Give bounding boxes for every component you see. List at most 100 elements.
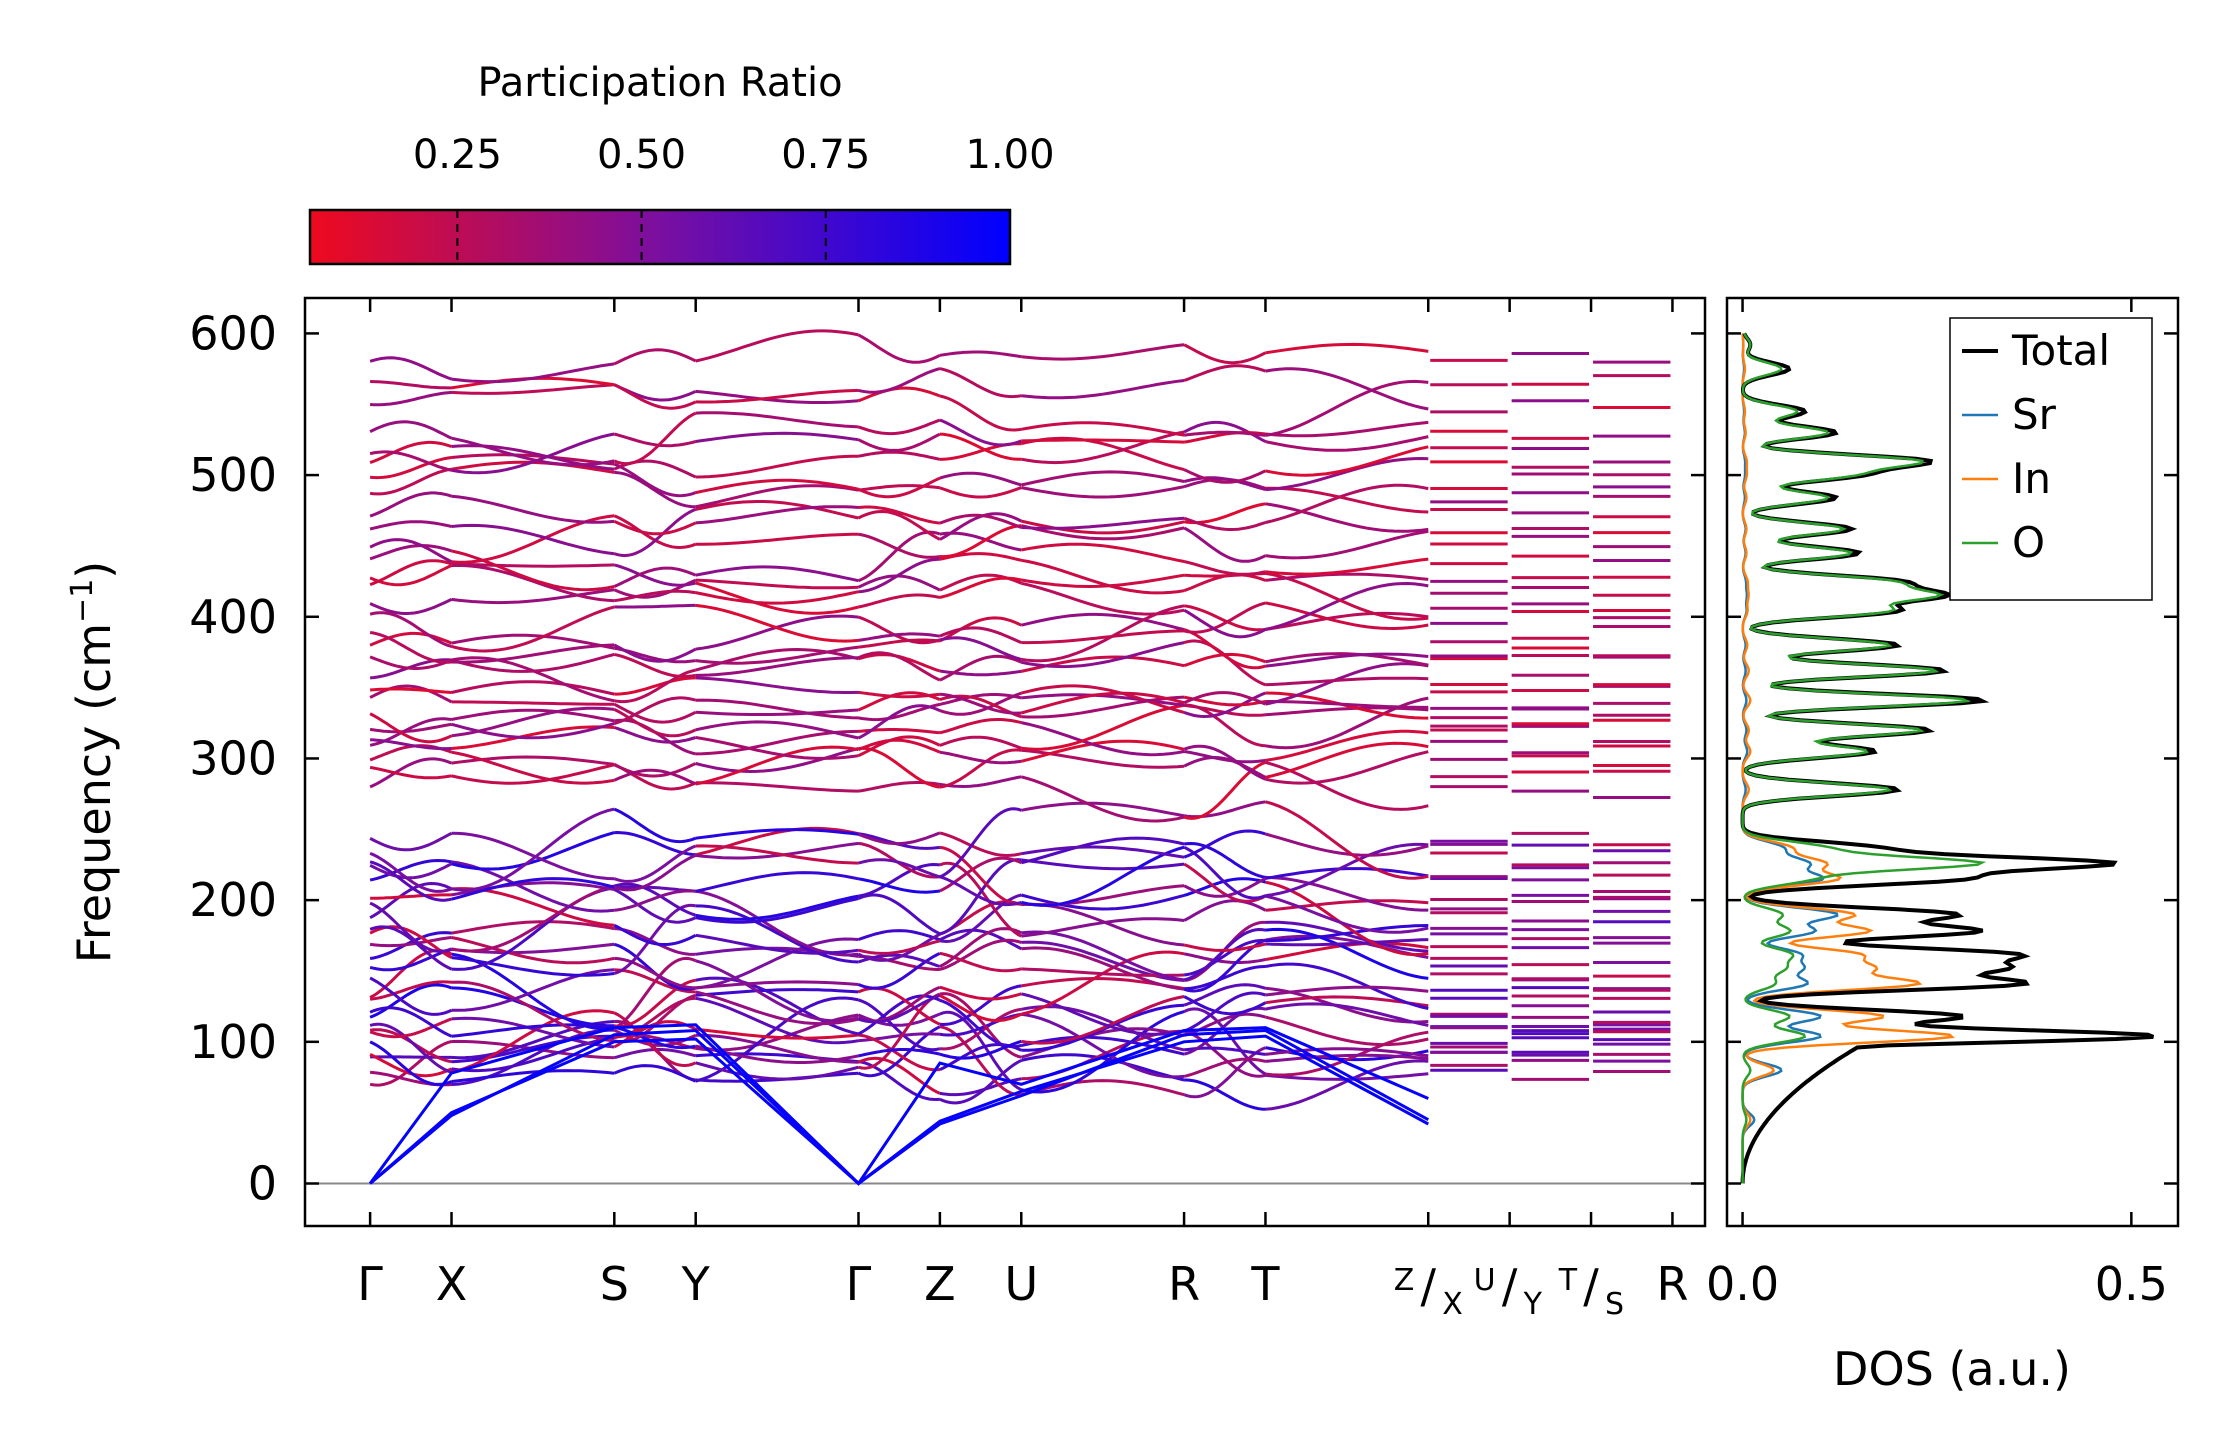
phonon-branch [1021,801,1185,818]
phonon-branch [1265,938,1429,947]
phonon-branch [695,500,859,520]
phonon-branch [939,654,1022,682]
phonon-branch [695,841,859,860]
phonon-branch [695,431,859,443]
phonon-branch [939,513,1022,529]
phonon-branch [369,881,453,920]
phonon-branch [1183,899,1267,922]
phonon-branch [695,590,859,605]
phonon-branch [1183,526,1267,563]
phonon-branch [451,1028,615,1086]
phonon-branch [695,614,859,651]
phonon-branch [1183,608,1267,639]
phonon-branch [1265,342,1429,355]
phonon-branch [858,862,941,898]
phonon-branch [613,762,697,778]
phonon-branch [1265,1059,1429,1111]
phonon-branch [695,698,859,720]
high-symmetry-label: S [600,1257,629,1311]
phonon-branch [695,581,859,615]
phonon-branch [1021,703,1185,751]
phonon-branch [695,532,859,546]
dos-x-axis-title: DOS (a.u.) [1833,1342,2071,1396]
phonon-branch [1021,379,1185,400]
bands-y-ticks: 0 100 200 300 400 500 600 [189,306,1705,1210]
phonon-branch [1021,629,1185,645]
phonon-branch [939,938,1022,971]
high-symmetry-label: Z [924,1257,956,1311]
phonon-branch [695,736,859,760]
phonon-branch [939,831,1022,858]
phonon-branch [369,1022,452,1074]
phonon-branch [614,589,696,603]
bands-y-axis-title: Frequency (cm−1) [65,561,121,964]
phonon-branch [1021,573,1185,589]
phonon-branch [1184,1078,1266,1111]
phonon-branch [1265,729,1429,762]
phonon-branch [451,453,615,466]
phonon-branch [369,983,452,1019]
phonon-branch [451,831,615,871]
phonon-branch [451,881,615,897]
dos-curve-sr [1741,333,1839,1184]
phonon-branch [451,563,615,603]
phonon-branch [858,998,941,1052]
phonon-branch [1183,502,1266,525]
phonon-branch [369,925,453,971]
phonon-branch [369,936,452,948]
phonon-branch [858,690,941,699]
phonon-branch [857,704,941,740]
phonon-branch [939,691,1022,716]
phonon-branch [1183,1046,1267,1099]
phonon-branch [1021,946,1185,991]
phonon-branch [1021,430,1185,465]
phonon-branch [1020,436,1185,472]
high-symmetry-label: Y [681,1257,711,1311]
phonon-branch [1020,836,1185,865]
phonon-branch [857,509,941,541]
phonon-branch [695,844,859,865]
phonon-branch [451,362,615,384]
phonon-branch [451,523,615,556]
phonon-branch [939,626,1022,644]
phonon-branch [939,636,1022,661]
phonon-branch [858,532,941,559]
phonon-branch [1020,470,1185,487]
phonon-branch [695,904,859,964]
phonon-branch [1183,938,1266,977]
phonon-branch [1021,967,1185,978]
phonon-branch [451,807,615,892]
phonon-branch [369,712,453,744]
phonon-branch [1020,581,1185,616]
phonon-branch [695,996,859,1045]
phonon-branch [1265,875,1429,912]
phonon-branch [369,831,453,852]
phonon-branch [1265,700,1429,709]
phonon-branch [1020,691,1185,715]
phonon-branch [1020,612,1185,632]
phonon-branch [1020,992,1185,1036]
phonon-branch [939,486,1022,499]
bands-x-ticks: Γ X S Y Γ Z U R T RZ / XU / YT / S [357,298,1688,1322]
phonon-branch [1021,845,1185,859]
high-symmetry-label-bottom: S [1605,1287,1624,1322]
phonon-branch [939,367,1022,399]
phonon-branch [939,985,1022,1001]
colorbar-tick-labels: 0.25 0.50 0.75 1.00 [413,132,1055,178]
phonon-branch [1265,760,1429,811]
phonon-branch [614,968,696,994]
phonon-branch [614,603,696,609]
phonon-branch [939,1010,1023,1092]
colorbar-tick-label: 0.25 [413,132,502,178]
phonon-branch [614,470,696,509]
high-symmetry-slash: / [1421,1259,1437,1313]
phonon-branch [1183,800,1266,819]
dos-legend-box [1949,317,2153,601]
phonon-branch [451,494,615,524]
phonon-branch [939,845,1022,906]
phonon-branch [939,984,1022,1027]
phonon-branch [369,684,453,704]
phonon-branch [370,893,452,900]
phonon-branch [613,652,696,678]
phonon-branch [369,655,452,670]
